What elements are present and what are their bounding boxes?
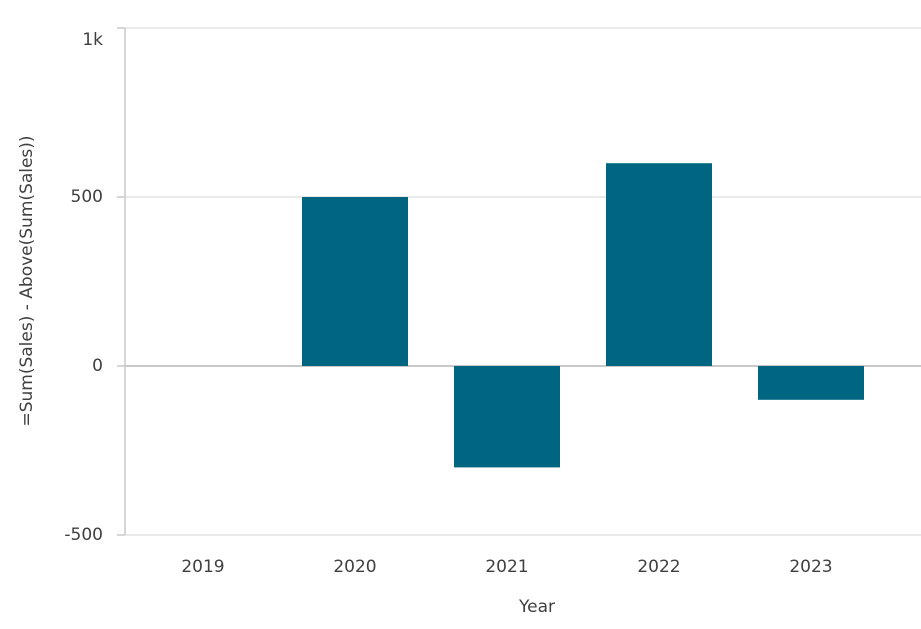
y-tick-label: 0 <box>92 356 103 376</box>
bar <box>606 163 712 366</box>
x-axis-label: Year <box>518 597 555 617</box>
x-tick-label: 2021 <box>485 557 528 577</box>
x-tick-label: 2020 <box>333 557 376 577</box>
x-tick-label: 2022 <box>637 557 680 577</box>
y-axis-label: =Sum(Sales) - Above(Sum(Sales)) <box>17 135 37 426</box>
bar <box>758 366 864 400</box>
y-tick-label: 1k <box>82 30 103 50</box>
bar <box>302 197 408 366</box>
bar <box>454 366 560 468</box>
x-tick-label: 2019 <box>181 557 224 577</box>
x-tick-label: 2023 <box>789 557 832 577</box>
y-tick-label: 500 <box>71 187 103 207</box>
y-tick-label: -500 <box>64 525 103 545</box>
